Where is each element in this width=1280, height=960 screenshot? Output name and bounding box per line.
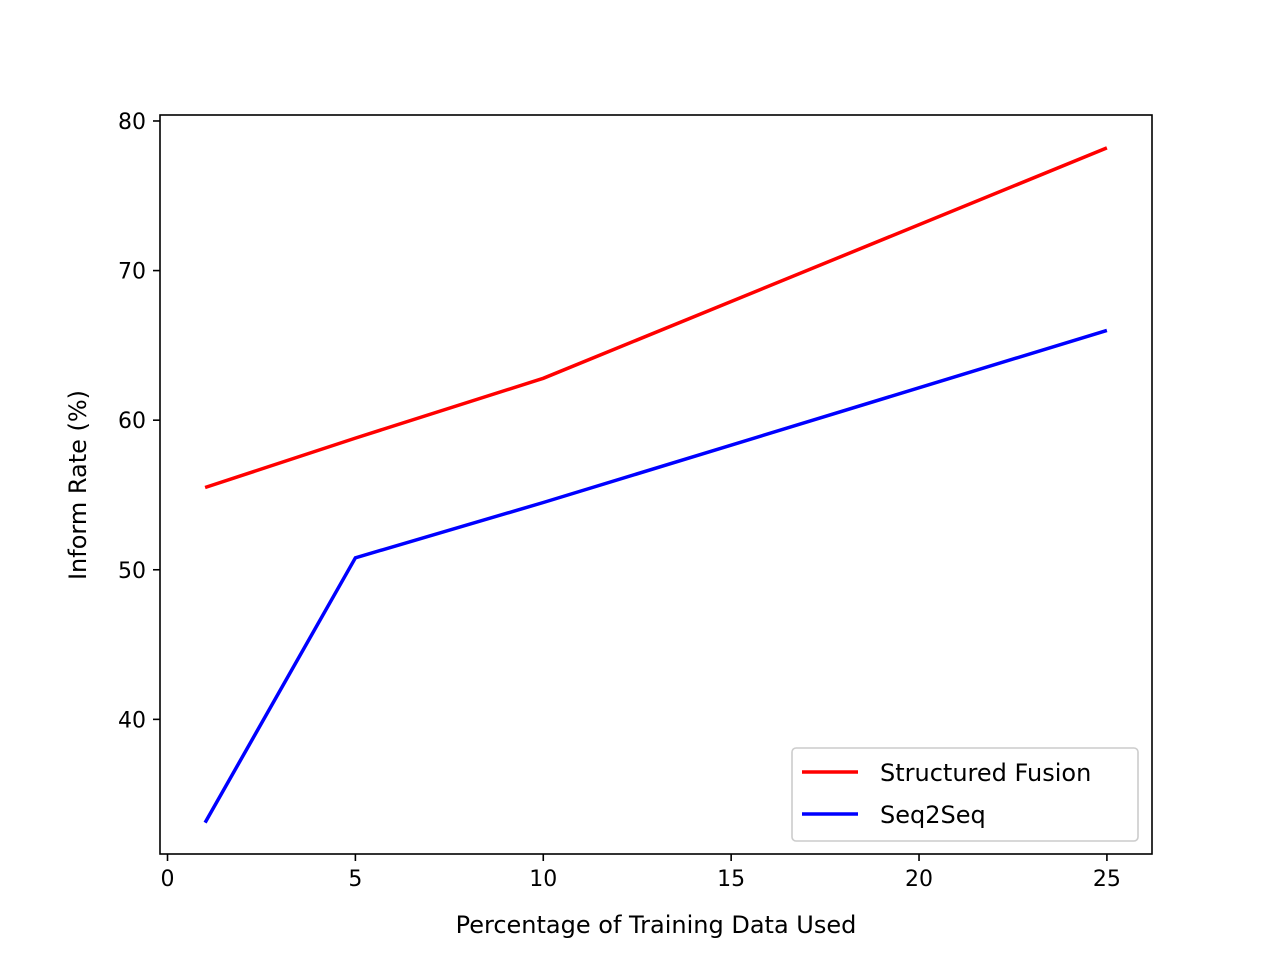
x-tick-label: 5 — [348, 867, 362, 892]
y-tick-label: 70 — [118, 260, 146, 285]
y-axis-title: Inform Rate (%) — [64, 390, 92, 580]
legend-box — [791, 747, 1139, 842]
series-line-seq2seq — [203, 328, 1108, 824]
series-line-structured-fusion — [204, 146, 1108, 490]
x-axis: 0 5 10 15 20 25 — [161, 854, 1121, 892]
series-layer — [203, 146, 1108, 824]
x-tick-label: 15 — [717, 867, 745, 892]
x-axis-title: Percentage of Training Data Used — [456, 911, 857, 939]
x-tick-label: 25 — [1093, 867, 1121, 892]
y-tick-label: 40 — [118, 708, 146, 733]
legend-label-structured-fusion: Structured Fusion — [880, 759, 1091, 787]
y-tick-label: 50 — [118, 559, 146, 584]
y-tick-label: 80 — [118, 110, 146, 135]
y-axis: 40 50 60 70 80 — [118, 110, 160, 733]
x-tick-label: 10 — [529, 867, 557, 892]
legend-label-seq2seq: Seq2Seq — [880, 801, 986, 829]
x-tick-label: 20 — [905, 867, 933, 892]
x-tick-label: 0 — [161, 867, 175, 892]
legend: Structured Fusion Seq2Seq — [791, 747, 1139, 842]
plot-frame — [159, 114, 1153, 855]
y-tick-label: 60 — [118, 409, 146, 434]
